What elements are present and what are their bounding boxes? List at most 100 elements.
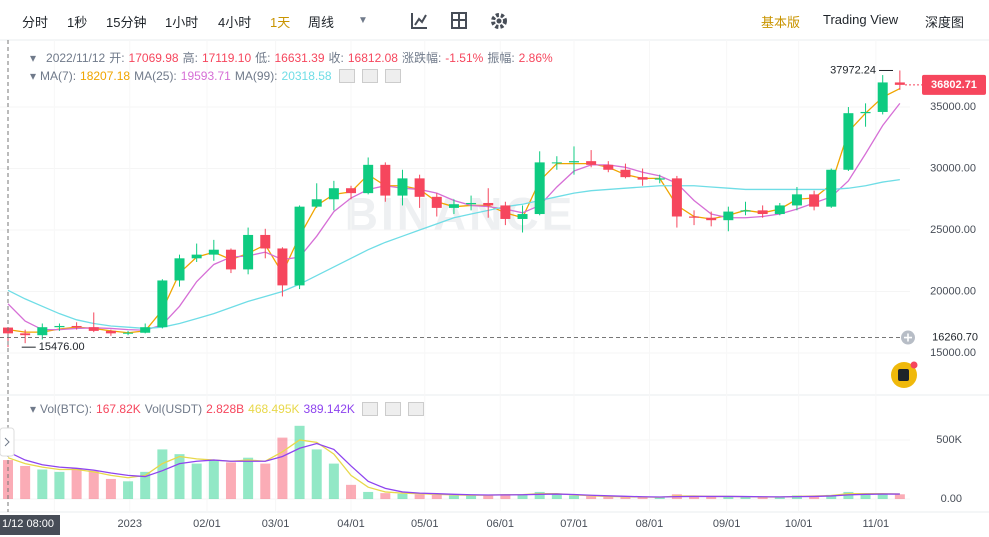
indicator-icon[interactable] — [411, 13, 427, 29]
volume-bar — [500, 494, 511, 500]
candle-body — [706, 217, 717, 221]
interval-tab[interactable]: 分时 — [22, 15, 49, 30]
x-tick-label: 2023 — [118, 518, 142, 530]
candle-body — [277, 248, 288, 286]
volume-bar — [157, 449, 168, 500]
view-tab-active[interactable]: 基本版 — [761, 15, 801, 30]
candle-body — [483, 202, 494, 206]
candle-body — [671, 178, 682, 217]
volume-bar — [191, 463, 202, 500]
interval-tab-active[interactable]: 1天 — [270, 15, 291, 30]
volume-bar — [397, 493, 408, 500]
settings-icon[interactable] — [491, 13, 507, 29]
last-price-tag — [922, 74, 986, 95]
y-tick-label: 30000.00 — [930, 162, 976, 174]
crosshair-price: 16260.70 — [932, 331, 978, 343]
candle-body — [328, 188, 339, 200]
volume-bar — [603, 496, 614, 500]
view-tab[interactable]: Trading View — [823, 12, 899, 27]
x-tick-label: 10/01 — [785, 518, 813, 530]
candle-body — [37, 327, 48, 336]
interval-tab[interactable]: 1小时 — [165, 15, 199, 30]
vol-value: 167.82K — [96, 402, 141, 416]
volume-bar — [363, 491, 374, 500]
volume-bar — [740, 496, 751, 500]
y-tick-label: 20000.00 — [930, 285, 976, 297]
volume-bar — [311, 449, 322, 500]
close-button[interactable] — [384, 69, 401, 83]
legend-value: -1.51% — [445, 50, 484, 65]
dropdown-arrow[interactable]: ▼ — [358, 15, 368, 26]
interval-tab[interactable]: 1秒 — [67, 15, 88, 30]
candle-body — [174, 258, 185, 281]
legend-value: 2.86% — [518, 50, 553, 65]
candle-body — [774, 205, 785, 215]
y-tick-label: 25000.00 — [930, 224, 976, 236]
ma-label: MA(99): — [234, 69, 278, 83]
watermark: BINANCE — [345, 188, 576, 240]
collapse-arrow[interactable]: ▾ — [30, 50, 37, 65]
ma-label: MA(25): — [134, 69, 177, 83]
settings-icon-center — [496, 18, 502, 24]
volume-bar — [637, 497, 648, 500]
vol-label: Vol(USDT) — [144, 402, 203, 416]
candle-body — [809, 194, 820, 207]
volume-ma-line — [7, 442, 900, 498]
volume-bar — [517, 494, 528, 500]
view-tab[interactable]: 深度图 — [925, 15, 965, 30]
volume-bar — [3, 460, 13, 500]
ohlc-legend: ▾ 2022/11/12 开: 17069.98 高: 17119.10 低: 16631.3… — [30, 49, 553, 66]
volume-bar — [277, 437, 288, 500]
eye-button[interactable] — [361, 402, 378, 416]
candle-body — [225, 249, 236, 270]
volume-bar — [826, 494, 837, 500]
candle-body — [208, 249, 219, 255]
gear-button[interactable] — [384, 402, 401, 416]
volume-bar — [706, 496, 717, 500]
legend-label: 振幅: — [487, 51, 515, 65]
volume-bar — [483, 494, 494, 500]
volume-bar — [225, 462, 236, 500]
ma-legend: ▾ MA(7): 18207.18 MA(25): 19593.71 MA(99): 203… — [30, 69, 401, 83]
volume-bar — [894, 494, 905, 500]
volume-bar — [208, 460, 219, 500]
collapse-arrow[interactable]: ▾ — [30, 402, 37, 416]
widget-icon — [898, 369, 909, 381]
volume-bar — [260, 463, 271, 500]
y-tick-label: 500K — [936, 434, 962, 446]
volume-bar — [860, 494, 871, 500]
tool-icons — [411, 12, 507, 29]
scroll-handle[interactable] — [0, 427, 15, 457]
eye-button[interactable] — [338, 69, 355, 83]
legend-label: 开: — [109, 51, 125, 65]
volume-bar — [757, 497, 768, 500]
candle-body — [414, 178, 425, 197]
vol-value: 389.142K — [303, 402, 355, 416]
interval-tab[interactable]: 4小时 — [218, 15, 252, 30]
candle-body — [88, 327, 99, 331]
volume-bar — [534, 491, 545, 500]
legend-label: 高: — [182, 51, 198, 65]
volume-bar — [414, 494, 425, 500]
candle-body — [517, 214, 528, 219]
volume-bar — [689, 496, 700, 500]
candle-body — [380, 164, 391, 196]
candle-body — [568, 161, 579, 163]
y-tick-label: 35000.00 — [930, 101, 976, 113]
candle-body — [243, 234, 254, 270]
ma-label: MA(7): — [40, 69, 77, 83]
x-tick-label: 04/01 — [337, 518, 365, 530]
crosshair-time-box — [0, 515, 60, 535]
ma-value: 18207.18 — [80, 69, 131, 83]
close-button[interactable] — [407, 402, 424, 416]
interval-tab[interactable]: 周线 — [308, 15, 335, 30]
interval-tab[interactable]: 15分钟 — [106, 15, 147, 30]
gear-button[interactable] — [361, 69, 378, 83]
candle-body — [448, 204, 459, 208]
scroll-arrow — [4, 437, 10, 447]
widget-badge — [910, 361, 918, 369]
x-tick-label: 09/01 — [713, 518, 741, 530]
collapse-arrow[interactable]: ▾ — [30, 69, 37, 83]
